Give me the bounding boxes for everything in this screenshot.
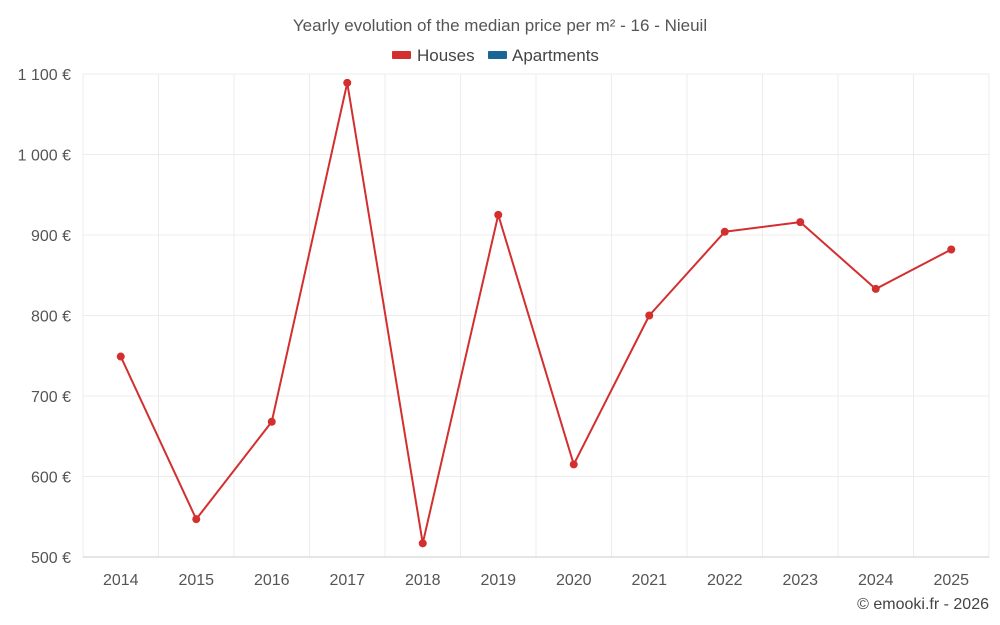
legend-label-houses: Houses	[417, 46, 475, 65]
x-tick-label: 2014	[103, 572, 139, 589]
data-point-houses-2021[interactable]	[645, 311, 654, 320]
x-tick-label: 2025	[933, 572, 969, 589]
x-tick-label: 2020	[556, 572, 592, 589]
x-tick-label: 2023	[782, 572, 818, 589]
x-tick-label: 2016	[254, 572, 290, 589]
legend-item-houses[interactable]: Houses	[392, 46, 475, 65]
chart-title: Yearly evolution of the median price per…	[293, 16, 707, 35]
y-tick-label: 800 €	[31, 309, 71, 326]
data-point-houses-2015[interactable]	[192, 515, 201, 524]
legend: Houses Apartments	[392, 46, 599, 65]
y-tick-label: 600 €	[31, 470, 71, 487]
data-point-houses-2025[interactable]	[947, 245, 956, 254]
series-houses	[116, 78, 956, 548]
y-axis-ticks: 500 € 600 € 700 € 800 € 900 € 1 000 € 1 100 €	[18, 67, 71, 567]
x-tick-label: 2024	[858, 572, 894, 589]
y-tick-label: 500 €	[31, 550, 71, 567]
x-tick-label: 2015	[178, 572, 214, 589]
data-point-houses-2023[interactable]	[796, 218, 805, 227]
y-tick-label: 1 100 €	[18, 67, 71, 84]
x-tick-label: 2018	[405, 572, 441, 589]
data-point-houses-2016[interactable]	[267, 417, 276, 426]
series-line-houses	[119, 81, 952, 545]
credit-text: © emooki.fr - 2026	[857, 596, 989, 613]
data-point-houses-2014[interactable]	[116, 352, 125, 361]
data-point-houses-2020[interactable]	[569, 460, 578, 469]
data-point-houses-2022[interactable]	[720, 227, 729, 236]
data-point-houses-2019[interactable]	[494, 210, 503, 219]
x-axis-ticks: 2014 2015 2016 2017 2018 2019 2020 2021 2022 2023…	[103, 572, 969, 589]
legend-swatch-houses	[392, 51, 411, 59]
x-tick-label: 2021	[631, 572, 667, 589]
data-point-houses-2017[interactable]	[343, 78, 352, 87]
legend-item-apartments[interactable]: Apartments	[488, 46, 599, 65]
y-tick-label: 1 000 €	[18, 148, 71, 165]
y-tick-label: 900 €	[31, 228, 71, 245]
legend-label-apartments: Apartments	[512, 46, 599, 65]
gridlines	[82, 73, 990, 557]
x-tick-label: 2017	[329, 572, 365, 589]
data-point-houses-2018[interactable]	[418, 539, 427, 548]
y-tick-label: 700 €	[31, 389, 71, 406]
legend-swatch-apartments	[488, 51, 507, 59]
x-tick-label: 2019	[480, 572, 516, 589]
data-point-houses-2024[interactable]	[871, 284, 880, 293]
x-tick-label: 2022	[707, 572, 743, 589]
